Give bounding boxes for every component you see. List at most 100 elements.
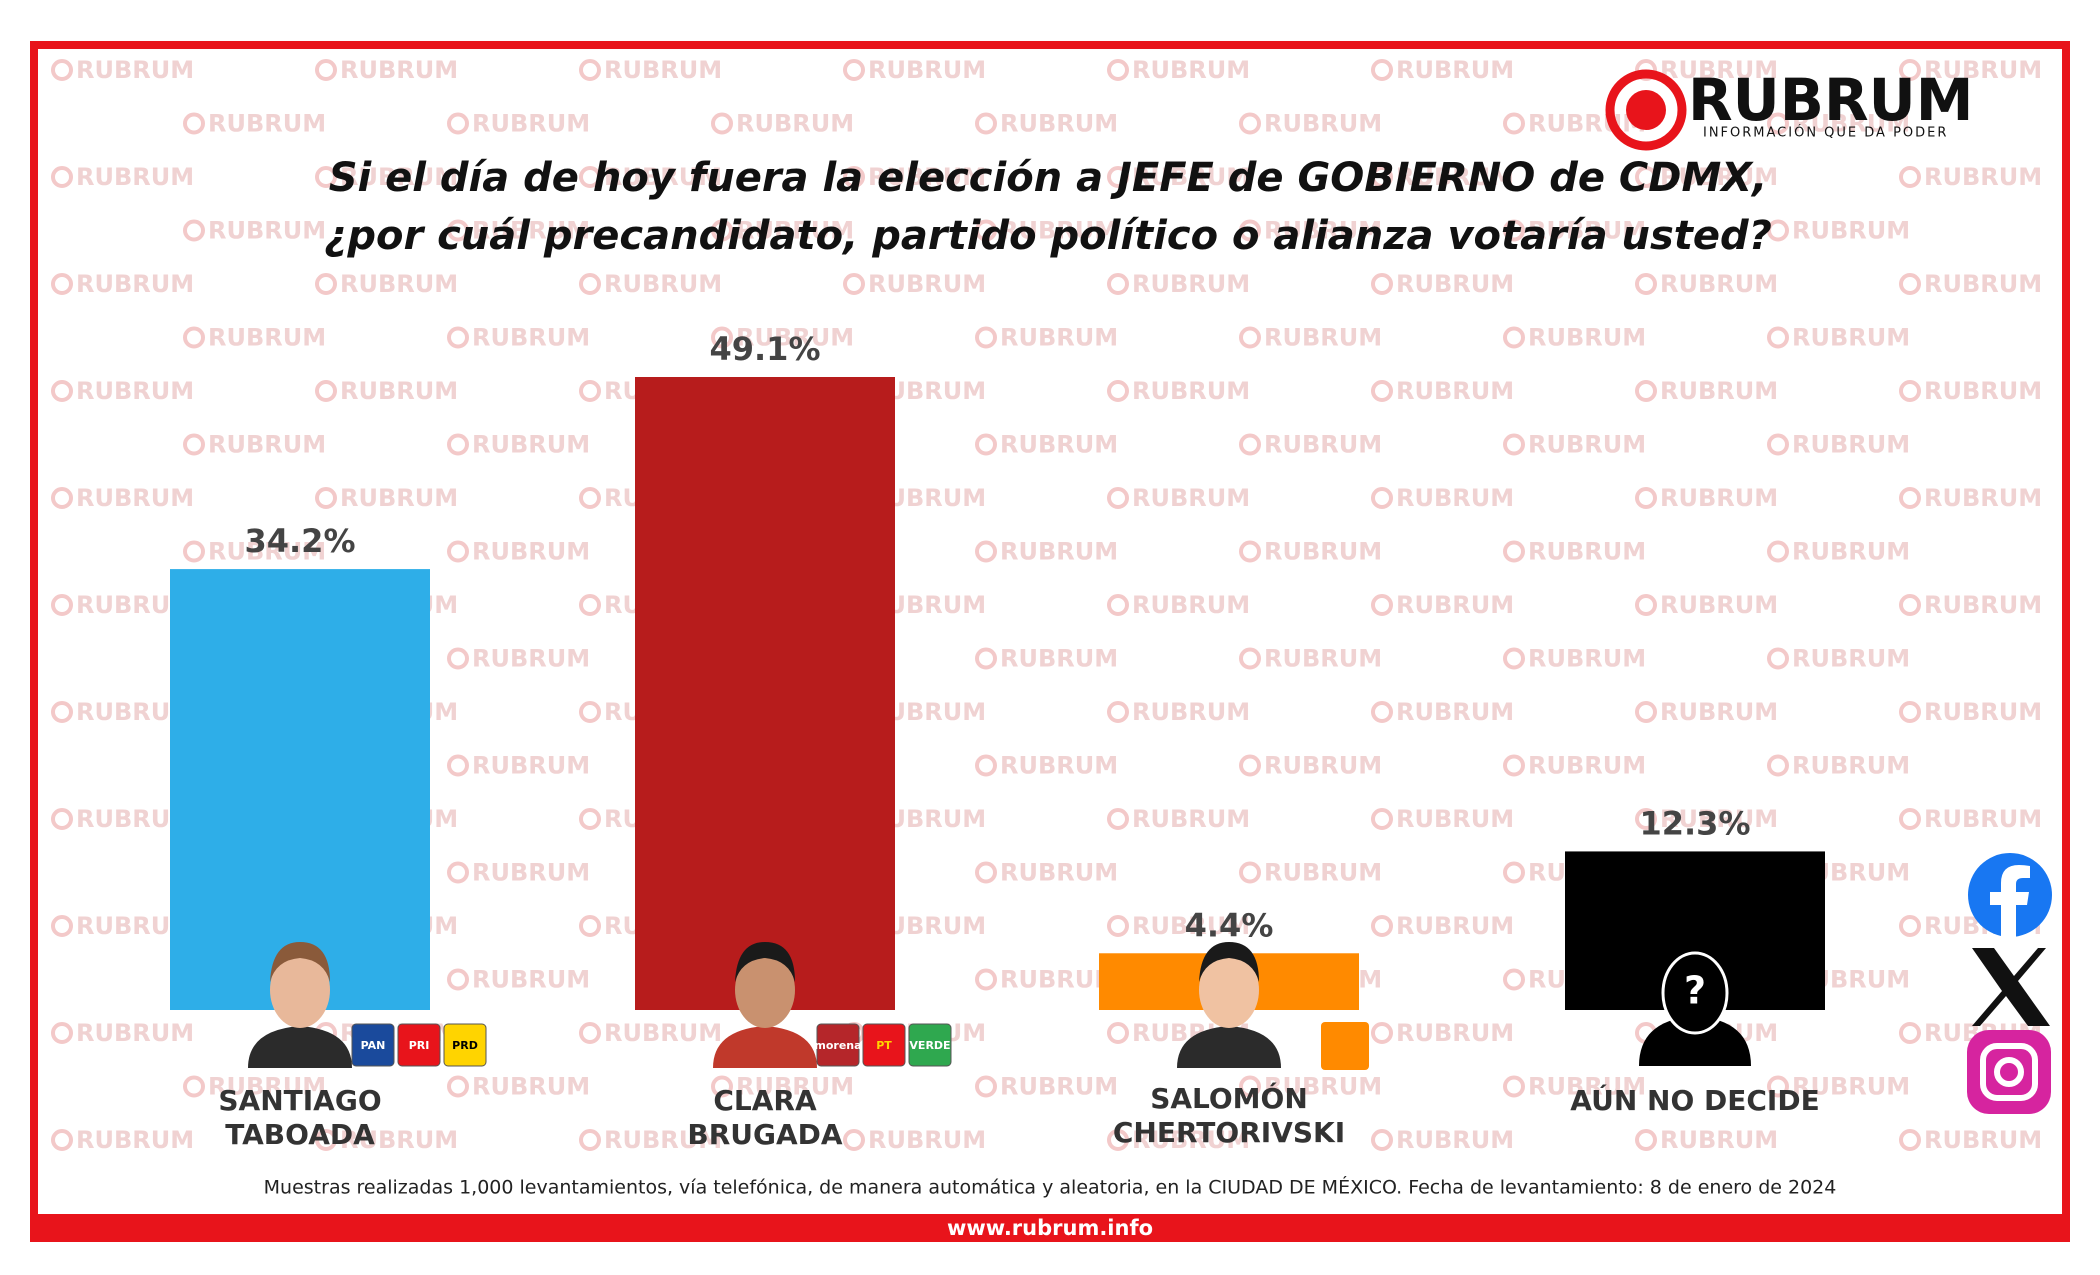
watermark-dot <box>315 59 337 81</box>
watermark-dot <box>1371 59 1393 81</box>
watermark-dot <box>843 166 865 188</box>
value-label: 12.3% <box>1639 804 1750 842</box>
watermark-dot <box>51 380 73 402</box>
watermark-dot <box>447 968 469 991</box>
portrait-body <box>248 1026 352 1068</box>
watermark-dot <box>975 540 997 563</box>
watermark-dot <box>1767 1075 1789 1098</box>
watermark: RUBRUM <box>1924 805 2042 833</box>
value-label: 34.2% <box>244 522 355 560</box>
watermark: RUBRUM <box>604 270 722 298</box>
watermark-dot <box>975 647 997 670</box>
watermark-dot <box>1107 701 1129 723</box>
watermark: RUBRUM <box>1528 1073 1646 1101</box>
watermark: RUBRUM <box>340 56 458 84</box>
watermark: RUBRUM <box>1132 912 1250 940</box>
watermark-dot <box>447 219 469 242</box>
watermark-dot <box>51 915 73 937</box>
watermark: RUBRUM <box>1660 163 1778 191</box>
watermark: RUBRUM <box>1792 324 1910 352</box>
watermark: RUBRUM <box>472 538 590 566</box>
watermark: RUBRUM <box>1924 163 2042 191</box>
watermark-dot <box>315 273 337 295</box>
watermark-dot <box>1239 1075 1261 1098</box>
watermark: RUBRUM <box>1264 431 1382 459</box>
watermark: RUBRUM <box>1528 752 1646 780</box>
silhouette-head <box>1661 951 1729 1035</box>
party-logo <box>908 1023 952 1067</box>
watermark-dot <box>711 326 733 349</box>
watermark: RUBRUM <box>1528 110 1646 138</box>
watermark-dot <box>1371 594 1393 616</box>
watermark: RUBRUM <box>1924 377 2042 405</box>
watermark: RUBRUM <box>1660 805 1778 833</box>
watermark-dot <box>1239 112 1261 135</box>
watermark: RUBRUM <box>472 110 590 138</box>
watermark: RUBRUM <box>1792 110 1910 138</box>
watermark-dot <box>1899 380 1921 402</box>
watermark-dot <box>1503 968 1525 991</box>
watermark-dot <box>1635 166 1657 188</box>
party-logo <box>397 1023 441 1067</box>
portrait-body <box>713 1026 817 1068</box>
watermark: RUBRUM <box>1528 217 1646 245</box>
watermark-dot <box>1899 59 1921 81</box>
watermark: RUBRUM <box>472 966 590 994</box>
x-tick-label: SALOMÓN CHERTORIVSKI <box>1112 1082 1346 1149</box>
watermark-dot <box>1107 59 1129 81</box>
watermark: RUBRUM <box>1660 591 1778 619</box>
watermark-dot <box>1107 273 1129 295</box>
watermark: RUBRUM <box>472 1073 590 1101</box>
watermark: RUBRUM <box>1000 217 1118 245</box>
watermark-dot <box>183 540 205 563</box>
portrait-hair <box>735 942 795 982</box>
watermark: RUBRUM <box>1264 1073 1382 1101</box>
chart-title: ¿por cuál precandidato, partido político… <box>324 213 1772 259</box>
watermark-dot <box>711 219 733 242</box>
portrait-body <box>1177 1026 1281 1068</box>
watermark: RUBRUM <box>1132 484 1250 512</box>
watermark: RUBRUM <box>1528 431 1646 459</box>
instagram-icon[interactable] <box>1967 1030 2051 1114</box>
watermark-dot <box>183 433 205 456</box>
watermark-dot <box>51 701 73 723</box>
watermark: RUBRUM <box>1000 859 1118 887</box>
watermark: RUBRUM <box>1000 431 1118 459</box>
watermark-dot <box>1899 1129 1921 1151</box>
watermark: RUBRUM <box>736 217 854 245</box>
watermark-dot <box>1107 1129 1129 1151</box>
watermark: RUBRUM <box>1792 217 1910 245</box>
watermark-dot <box>447 112 469 135</box>
watermark-dot <box>579 701 601 723</box>
portrait-head <box>270 952 330 1028</box>
watermark-dot <box>1107 1022 1129 1044</box>
watermark-dot <box>1239 219 1261 242</box>
watermark-dot <box>315 1129 337 1151</box>
watermark-dot <box>1635 380 1657 402</box>
watermark-dot <box>1239 754 1261 777</box>
watermark: RUBRUM <box>1396 1126 1514 1154</box>
watermark-dot <box>1635 1129 1657 1151</box>
watermark-dot <box>975 326 997 349</box>
watermark: RUBRUM <box>1000 1073 1118 1101</box>
watermark: RUBRUM <box>1660 56 1778 84</box>
watermark: RUBRUM <box>1660 1126 1778 1154</box>
watermark: RUBRUM <box>76 377 194 405</box>
watermark: RUBRUM <box>868 270 986 298</box>
watermark: RUBRUM <box>1132 377 1250 405</box>
watermark: RUBRUM <box>76 1019 194 1047</box>
portrait-head <box>735 952 795 1028</box>
watermark-dot <box>579 808 601 830</box>
watermark-dot <box>1767 754 1789 777</box>
watermark-dot <box>1503 219 1525 242</box>
watermark-dot <box>1107 594 1129 616</box>
x-icon[interactable] <box>1972 948 2050 1026</box>
watermark-dot <box>315 487 337 509</box>
watermark: RUBRUM <box>1132 591 1250 619</box>
watermark: RUBRUM <box>1792 431 1910 459</box>
watermark-dot <box>1371 1022 1393 1044</box>
watermark-dot <box>447 861 469 884</box>
watermark-dot <box>1371 1129 1393 1151</box>
watermark: RUBRUM <box>1792 752 1910 780</box>
